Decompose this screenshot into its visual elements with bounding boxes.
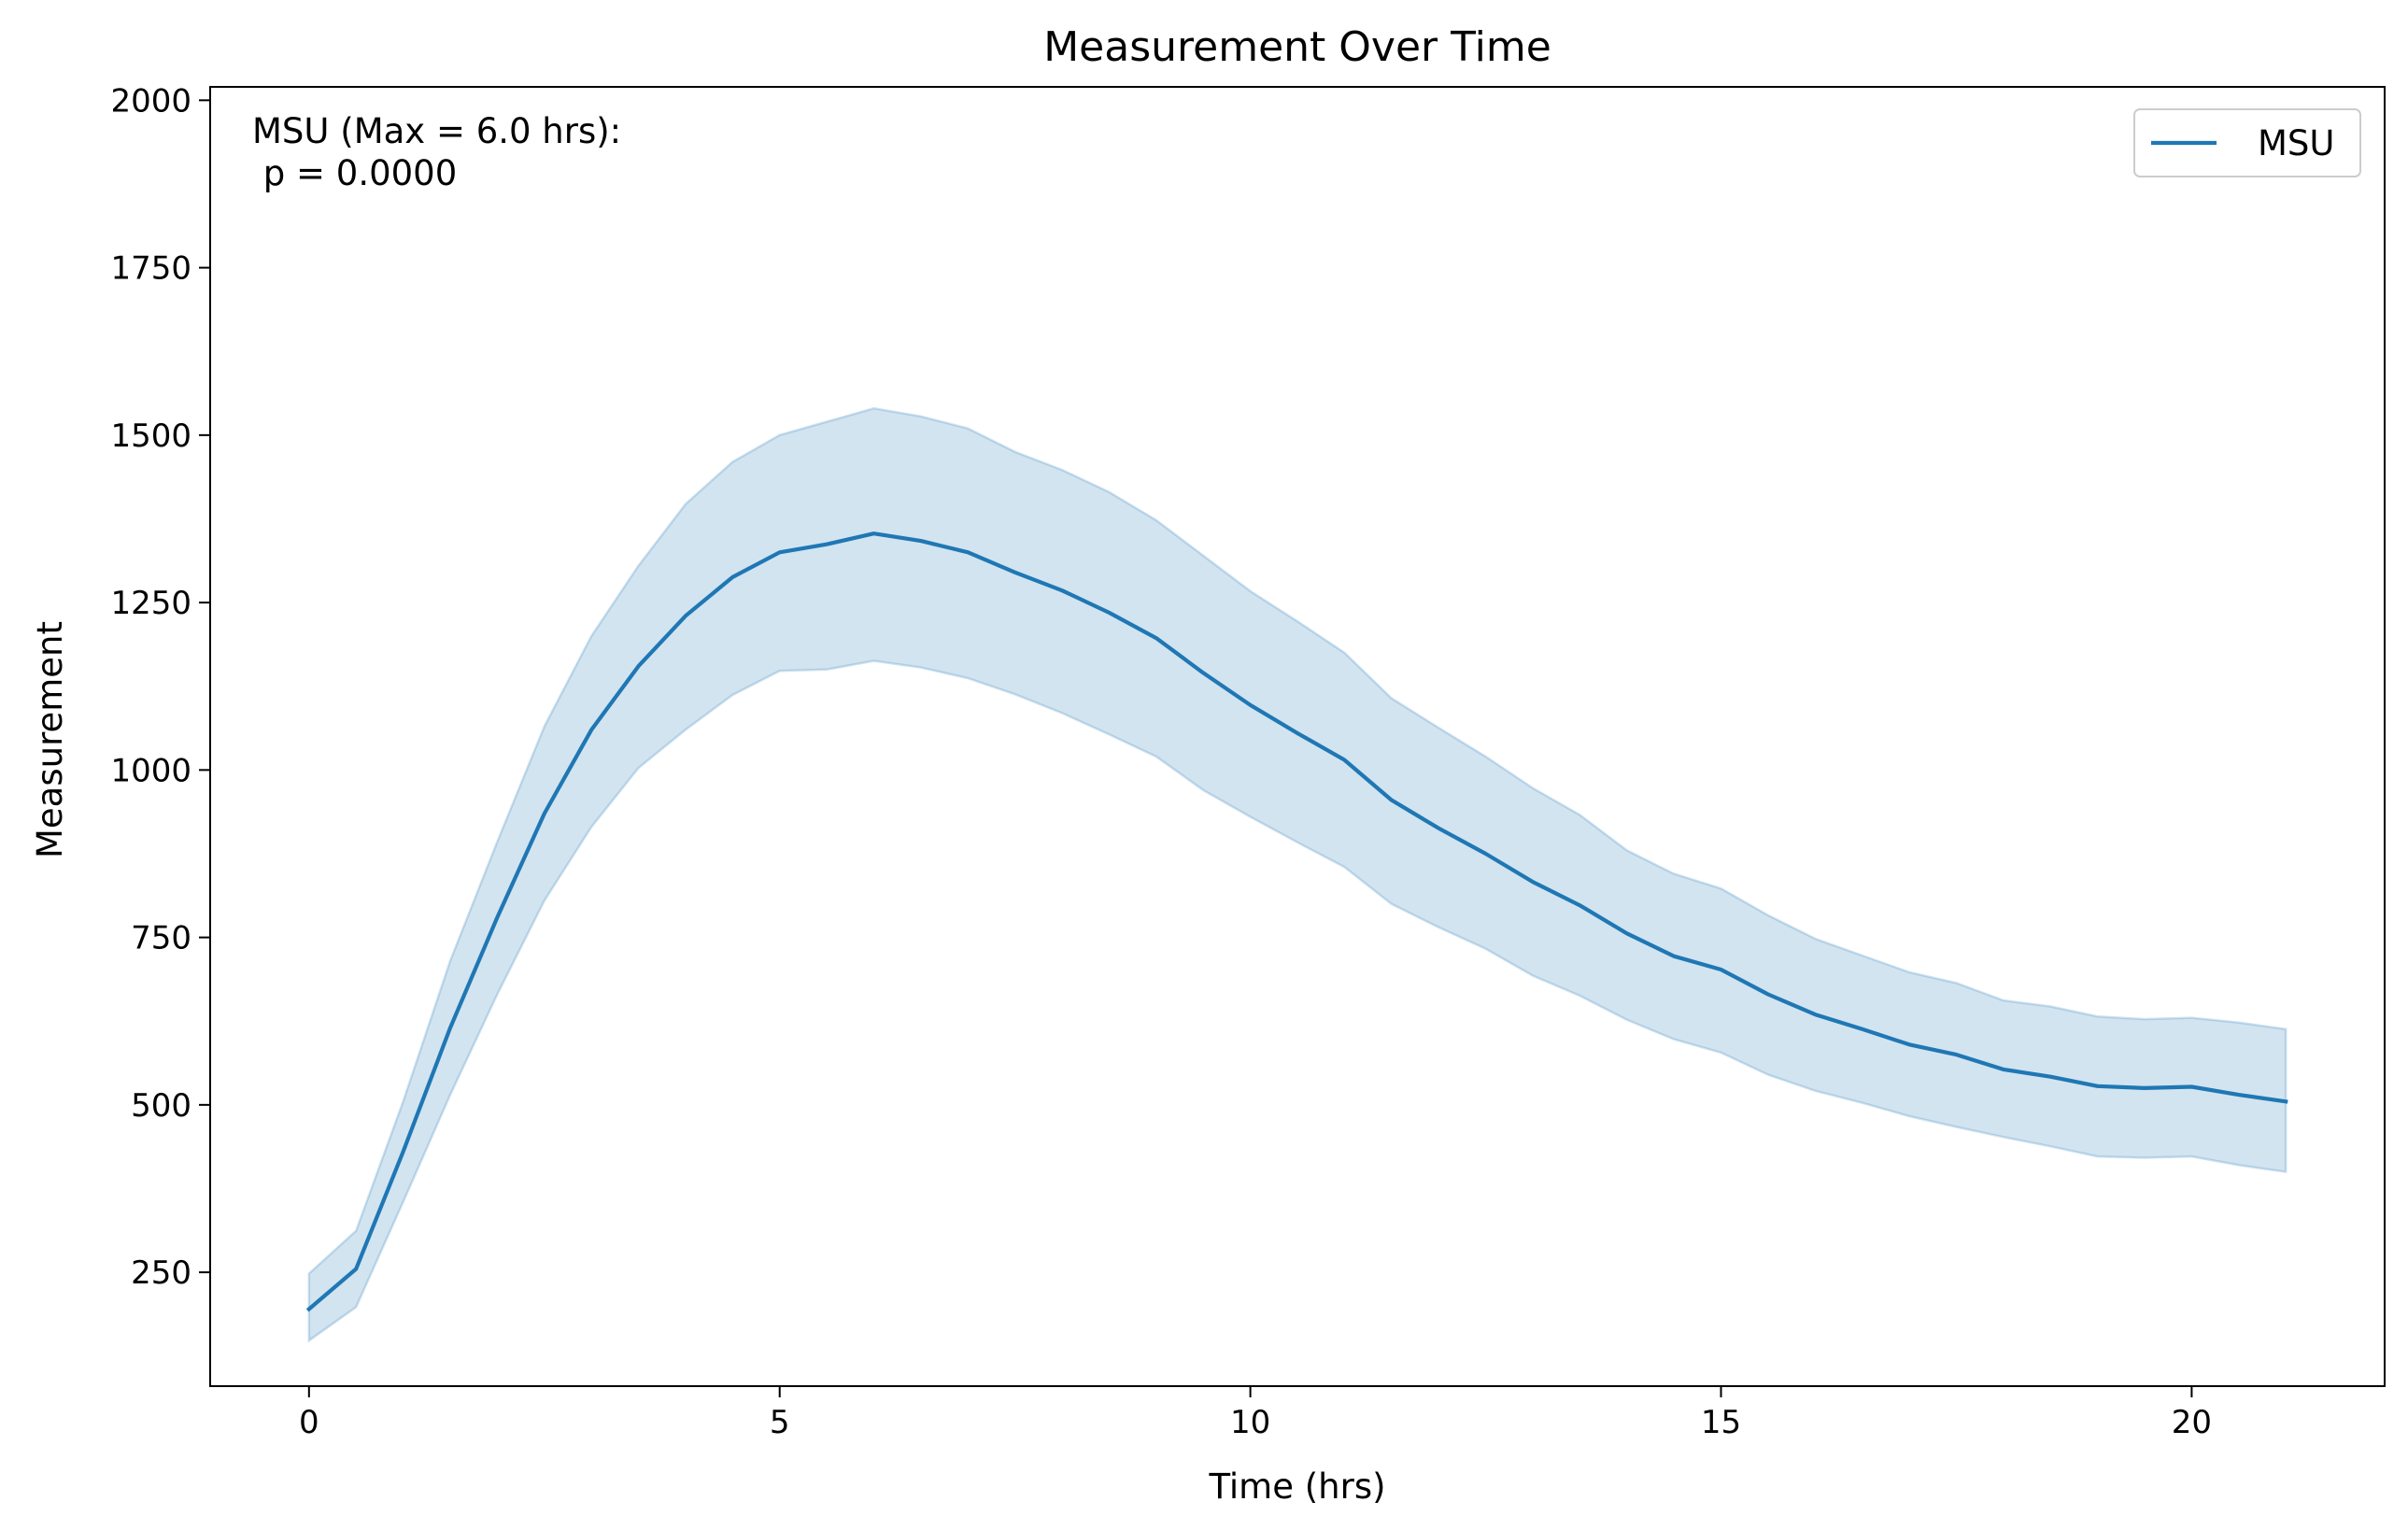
chart-title: Measurement Over Time: [1043, 23, 1551, 71]
y-tick-label: 250: [131, 1254, 191, 1292]
x-tick-label: 15: [1701, 1404, 1741, 1441]
x-tick-label: 5: [770, 1404, 790, 1441]
legend-label-0: MSU: [2258, 123, 2335, 163]
x-tick-label: 10: [1230, 1404, 1270, 1441]
x-tick-label: 0: [299, 1404, 319, 1441]
series-line-0: [305, 531, 2288, 1312]
y-tick-label: 2000: [110, 82, 191, 120]
x-axis-title: Time (hrs): [1208, 1466, 1385, 1507]
y-tick-label: 750: [131, 920, 191, 957]
y-axis-title: Measurement: [30, 621, 70, 858]
plot-area: 0 5 10 15 20 250 500 750 1000 1250 1500 1750 2000 MSU…: [110, 82, 2386, 1441]
x-tick-label: 20: [2172, 1404, 2212, 1441]
annotation-line-0: MSU (Max = 6.0 hrs):: [252, 111, 621, 151]
legend-box: [2133, 108, 2361, 177]
axes-frame: [209, 86, 2386, 1387]
y-tick-label: 1750: [110, 250, 191, 288]
y-tick-label: 500: [131, 1087, 191, 1125]
y-tick-label: 1500: [110, 418, 191, 455]
confidence-band-0: [307, 406, 2288, 1343]
y-tick-label: 1250: [110, 585, 191, 622]
annotation-line-1: p = 0.0000: [252, 153, 457, 193]
y-tick-label: 1000: [110, 752, 191, 789]
